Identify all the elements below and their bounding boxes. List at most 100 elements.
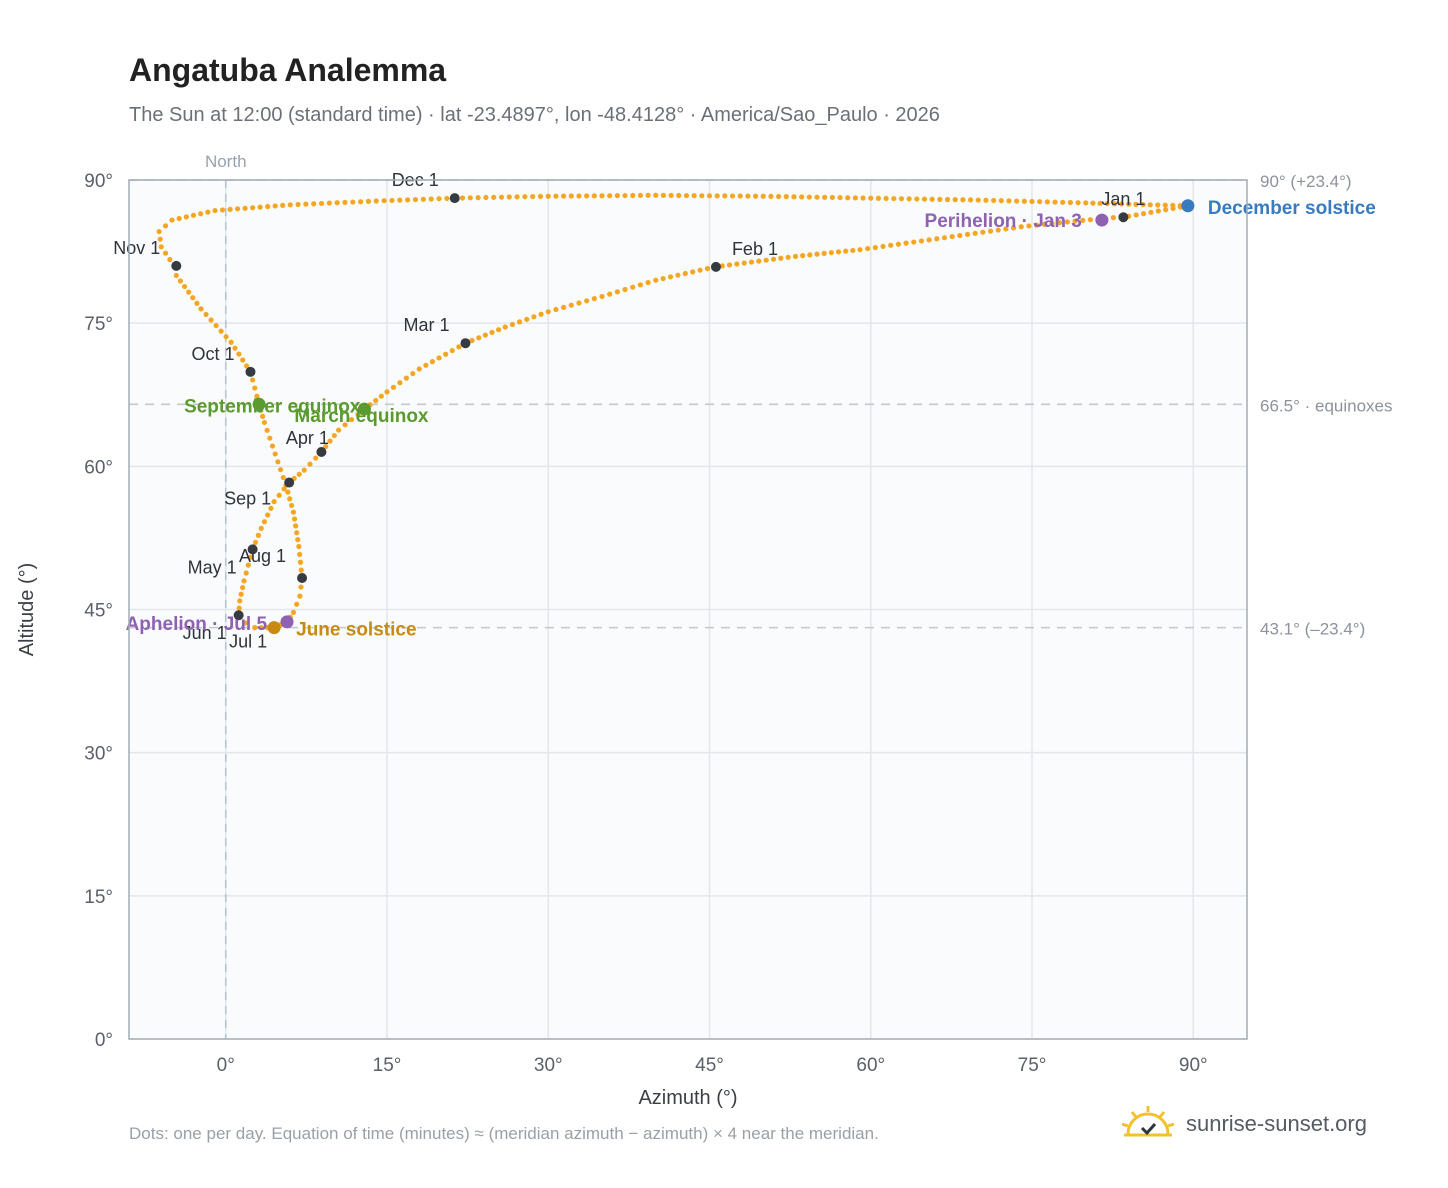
daily-dot (1049, 220, 1055, 227)
axes: 0° 15° 30° 45° 60° 75° 90° 0° 15° 30° 45° 60° 75° 90°… (84, 152, 1207, 1076)
daily-dot (667, 274, 674, 280)
daily-dot (929, 196, 935, 202)
daily-dot (1029, 198, 1035, 205)
daily-dot (297, 593, 303, 599)
month-label: Aug 1 (239, 546, 286, 566)
daily-dot (983, 197, 989, 203)
daily-dot (1155, 202, 1161, 208)
month-marker (233, 610, 244, 621)
month-label: Oct 1 (191, 344, 234, 364)
month-marker (171, 260, 182, 271)
daily-dot (1026, 223, 1032, 229)
daily-dot (524, 316, 530, 322)
daily-dot (223, 334, 229, 340)
daily-dot (271, 499, 277, 505)
daily-dot (331, 432, 337, 439)
daily-dot (350, 199, 356, 205)
daily-dot (397, 197, 403, 203)
daily-dot (522, 194, 528, 200)
daily-dot (941, 235, 948, 241)
daily-dot (285, 489, 291, 495)
event-marker (1181, 199, 1195, 213)
daily-dot (390, 384, 397, 390)
daily-dot (236, 605, 242, 611)
daily-dot (1075, 200, 1081, 206)
daily-dot (599, 193, 605, 199)
daily-dot (496, 327, 502, 333)
daily-dot (373, 198, 379, 204)
daily-dot (752, 193, 759, 199)
daily-dot (459, 195, 466, 201)
daily-dot (1126, 201, 1132, 207)
month-marker (316, 447, 327, 458)
daily-dot (857, 247, 863, 253)
daily-dot (914, 196, 920, 202)
daily-dot (242, 205, 248, 211)
daily-dot (228, 339, 234, 345)
daily-dot (791, 194, 797, 200)
daily-dot (252, 385, 258, 391)
daily-dot (776, 193, 782, 200)
daily-dot (157, 236, 163, 242)
daily-dot (829, 194, 835, 201)
month-marker (710, 261, 721, 272)
daily-dot (1060, 199, 1066, 205)
daily-dot (957, 232, 963, 239)
daily-dot (156, 228, 162, 235)
daily-dot (807, 252, 813, 258)
daily-dot (475, 195, 481, 201)
month-label: Jun 1 (183, 623, 227, 643)
daily-dot (167, 256, 173, 263)
daily-dot (318, 200, 325, 207)
brand-logo[interactable]: sunrise-sunset.org (1120, 1104, 1367, 1144)
event-label: Perihelion · Jan 3 (925, 211, 1082, 232)
daily-dot (1057, 220, 1063, 226)
daily-dot (561, 193, 567, 199)
daily-dot (384, 389, 390, 395)
daily-dot (898, 196, 905, 202)
daily-dot (509, 321, 516, 328)
daily-dot (865, 245, 871, 252)
daily-dot (1044, 199, 1050, 205)
daily-dot (265, 512, 271, 518)
daily-dot (934, 236, 940, 242)
daily-dot (436, 355, 442, 361)
daily-dot (403, 375, 409, 381)
daily-dot (169, 217, 175, 223)
daily-dot (553, 306, 559, 313)
event-label: December solstice (1208, 198, 1376, 219)
x-tick-label: 45° (695, 1055, 724, 1076)
footnote: Dots: one per day. Equation of time (min… (129, 1124, 879, 1143)
daily-dot (516, 319, 523, 325)
daily-dot (311, 201, 317, 207)
daily-dot (247, 554, 254, 560)
daily-dot (326, 200, 332, 206)
daily-dot (1034, 222, 1040, 228)
daily-dot (272, 451, 278, 457)
daily-dot (998, 198, 1004, 204)
daily-dot (937, 196, 943, 202)
daily-dot (987, 228, 994, 234)
daily-dot (410, 370, 416, 377)
daily-dot (1072, 218, 1078, 224)
daily-dot (258, 525, 264, 531)
y-tick-label: 60° (84, 457, 113, 478)
daily-dot (576, 300, 582, 306)
daily-dot (860, 195, 866, 201)
daily-dot (476, 335, 482, 341)
daily-dot (814, 251, 820, 257)
daily-dot (697, 267, 703, 273)
daily-dot (208, 317, 214, 323)
daily-dot (491, 194, 497, 200)
daily-dot (537, 193, 544, 199)
daily-dot (252, 539, 259, 545)
daily-dot (242, 620, 248, 626)
daily-dot (545, 309, 551, 315)
daily-dot (205, 209, 211, 215)
daily-dot (1155, 208, 1161, 214)
month-label: Mar 1 (403, 315, 449, 335)
daily-dot (287, 202, 293, 208)
daily-dot (423, 362, 429, 368)
daily-dot (903, 240, 909, 246)
